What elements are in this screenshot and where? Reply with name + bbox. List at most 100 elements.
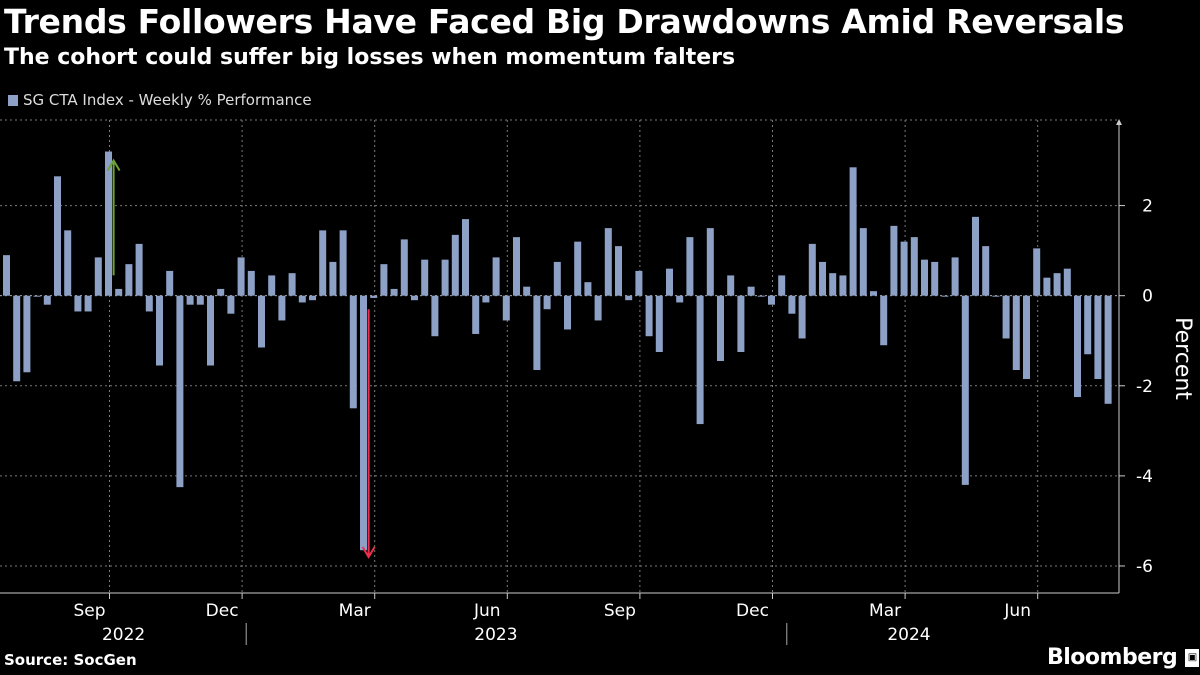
arrow-head [106, 158, 121, 172]
data-bar [757, 295, 765, 297]
data-bar [298, 295, 306, 303]
data-bar [798, 295, 806, 339]
data-bar [890, 225, 898, 296]
data-bar [849, 167, 857, 296]
data-bar [431, 295, 439, 337]
data-bar [1074, 295, 1081, 398]
data-bar [360, 295, 367, 551]
data-bar [870, 291, 877, 296]
data-bar [145, 295, 153, 312]
data-bar [992, 295, 1000, 297]
data-bar [23, 295, 31, 373]
data-bar [921, 259, 928, 296]
year-label: 2023 [474, 625, 517, 645]
up-arrow-annotation [106, 158, 121, 276]
data-bar [288, 273, 296, 296]
data-bar [84, 295, 92, 312]
data-bar [574, 241, 582, 296]
data-bar [900, 241, 908, 296]
data-bar [237, 257, 245, 296]
data-bar [706, 228, 714, 296]
data-bar [768, 295, 775, 305]
data-bar [125, 264, 133, 296]
legend: SG CTA Index - Weekly % Performance [8, 91, 312, 109]
legend-label: SG CTA Index - Weekly % Performance [23, 91, 312, 109]
data-bar [482, 295, 490, 303]
x-tick-label: Jun [473, 601, 501, 621]
y-tick-label: -2 [1136, 377, 1153, 397]
x-tick-label: Sep [73, 601, 105, 621]
data-bar [666, 268, 673, 296]
data-bar [176, 295, 184, 488]
chart-subtitle: The cohort could suffer big losses when … [4, 45, 736, 70]
data-bar [227, 295, 235, 314]
y-axis-label: Percent [1170, 317, 1195, 400]
x-tick-label: Jun [1003, 601, 1031, 621]
x-tick-label: Dec [736, 601, 769, 621]
data-bar [43, 295, 51, 305]
data-bar [543, 295, 551, 310]
data-bar [972, 216, 979, 296]
data-bar [655, 295, 663, 352]
data-bar [268, 275, 276, 296]
y-tick-label: -6 [1136, 557, 1153, 577]
data-bar [309, 295, 316, 301]
data-bar [74, 295, 82, 312]
data-bar [615, 246, 622, 296]
x-tick-label: Mar [869, 601, 901, 621]
data-bar [1043, 277, 1051, 296]
data-bar [727, 275, 735, 296]
data-bar [1002, 295, 1010, 339]
data-bar [553, 261, 561, 296]
data-bar [819, 261, 826, 296]
data-bar [319, 230, 327, 296]
data-bar [411, 295, 418, 301]
data-bar [808, 243, 816, 296]
data-bar [1053, 273, 1061, 296]
x-tick-label: Dec [206, 601, 239, 621]
data-bar [278, 295, 286, 321]
data-bar [839, 275, 847, 296]
data-bar [441, 259, 449, 296]
year-label: 2022 [102, 625, 145, 645]
legend-swatch [8, 94, 18, 106]
data-bar [349, 295, 357, 409]
data-bar [105, 151, 112, 296]
data-bar [584, 282, 592, 296]
x-tick-label: Mar [339, 601, 371, 621]
data-bar [207, 295, 214, 366]
y-tick-label: -4 [1136, 467, 1153, 487]
y-tick-label: 2 [1142, 197, 1153, 217]
data-bar [1023, 295, 1030, 380]
data-bar [941, 295, 949, 297]
bars-layer [3, 151, 1112, 551]
data-bar [217, 288, 225, 296]
data-bar [625, 295, 633, 301]
data-bar [686, 237, 694, 296]
data-bar [94, 257, 102, 296]
data-bar [3, 255, 10, 296]
data-bar [859, 228, 867, 296]
data-bar [451, 234, 459, 296]
y-tick-label: 0 [1142, 287, 1153, 307]
data-bar [829, 273, 837, 296]
data-bar [166, 270, 174, 296]
data-bar [156, 295, 163, 366]
data-bar [472, 295, 480, 334]
data-bar [564, 295, 571, 330]
data-bar [1094, 295, 1102, 380]
data-bar [135, 243, 143, 296]
data-bar [635, 270, 643, 296]
data-bar [513, 237, 520, 296]
source-note: Source: SocGen [4, 651, 137, 669]
year-label: 2024 [887, 625, 930, 645]
data-bar [594, 295, 602, 321]
data-bar [196, 295, 204, 305]
data-bar [1012, 295, 1020, 371]
data-bar [910, 237, 918, 296]
data-bar [788, 295, 796, 314]
bloomberg-logo: Bloomberg ▣ [1047, 645, 1200, 670]
down-arrow-annotation [361, 309, 376, 559]
data-bar [951, 257, 959, 296]
